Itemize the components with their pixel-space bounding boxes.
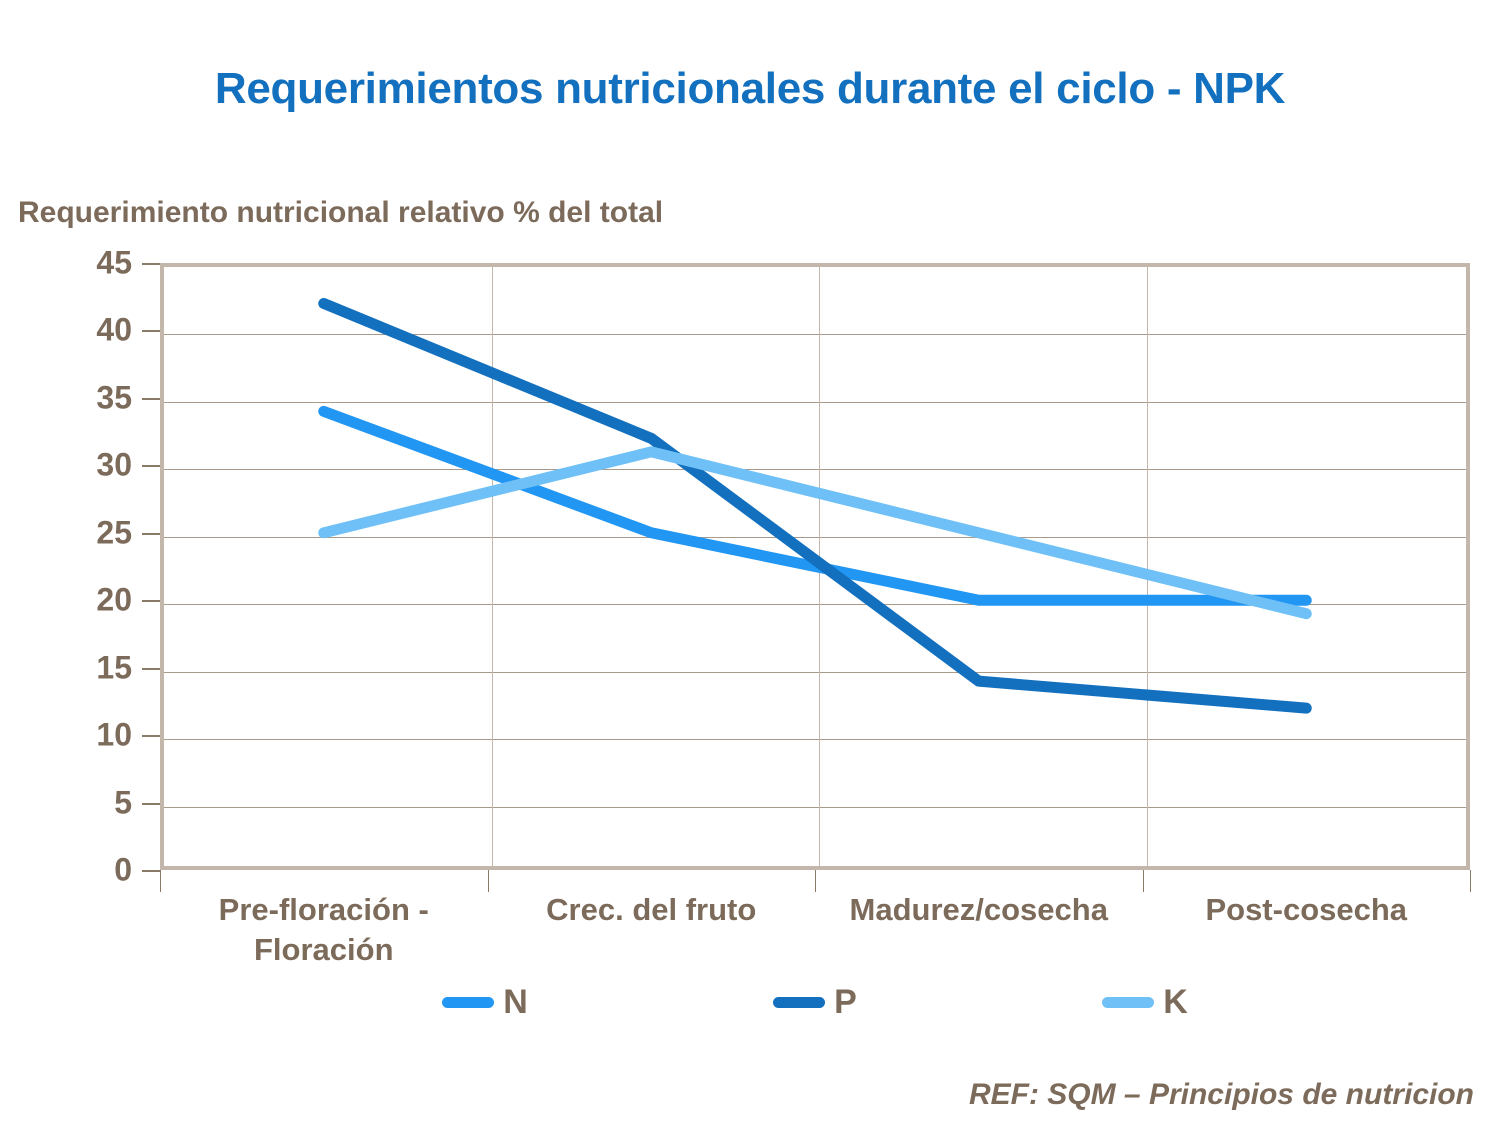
series-line-K <box>318 446 1312 620</box>
y-axis-tick-mark <box>142 330 160 333</box>
series-lines <box>318 297 1312 714</box>
y-axis-tick-label: 25 <box>96 514 132 551</box>
category-separator <box>491 267 493 866</box>
gridline <box>164 806 1466 808</box>
y-axis-tick-label: 20 <box>96 581 132 618</box>
y-axis-tick-mark <box>142 667 160 670</box>
x-axis-tick-mark <box>815 870 816 892</box>
x-axis-category-label-1: Crec. del fruto <box>546 892 757 927</box>
legend-label-K: K <box>1163 983 1188 1021</box>
y-axis-tick-label: 30 <box>96 446 132 483</box>
gridline <box>164 604 1466 606</box>
y-axis-tick-label: 5 <box>114 784 132 821</box>
y-axis-tick-mark <box>142 802 160 805</box>
y-axis-tick-label: 15 <box>96 649 132 686</box>
x-axis-tick-mark <box>487 870 489 892</box>
legend-item-K[interactable]: K <box>980 985 1310 1019</box>
gridline <box>164 334 1466 336</box>
legend-swatch-K-icon <box>1102 996 1155 1008</box>
gridline <box>164 401 1466 403</box>
y-axis-title: Requerimiento nutricional relativo % del… <box>18 196 664 229</box>
x-axis-tick-mark <box>160 870 161 892</box>
y-axis-tick-label: 45 <box>96 244 132 281</box>
x-axis-tick-mark <box>1470 870 1471 892</box>
gridline <box>164 536 1466 538</box>
gridline <box>164 469 1466 471</box>
category-separator <box>1146 267 1148 866</box>
y-axis-tick-label: 0 <box>114 851 132 888</box>
y-axis-tick-mark <box>142 465 160 468</box>
x-axis-category-label-2: Madurez/cosecha <box>849 892 1108 927</box>
y-axis-tick-mark <box>142 600 160 603</box>
legend-swatch-N-icon <box>442 996 495 1008</box>
y-axis-tick-label: 40 <box>96 311 132 348</box>
gridline <box>164 739 1466 741</box>
y-axis-tick-mark <box>142 870 160 872</box>
page-title: Requerimientos nutricionales durante el … <box>214 64 1286 113</box>
y-axis-tick-label: 10 <box>96 716 132 753</box>
x-axis-tick-mark <box>1142 870 1144 892</box>
gridline <box>164 671 1466 673</box>
y-axis-tick-mark <box>142 532 160 535</box>
y-axis-tick-mark <box>142 263 160 265</box>
x-axis-category-label-3: Post-cosecha <box>1205 892 1408 927</box>
legend-swatch-P-icon <box>773 996 826 1008</box>
legend-item-N[interactable]: N <box>320 985 650 1019</box>
series-line-P <box>318 297 1312 714</box>
y-axis-tick-label: 35 <box>96 379 132 416</box>
legend-label-N: N <box>503 983 528 1021</box>
legend-item-P[interactable]: P <box>650 985 980 1019</box>
reference-note: REF: SQM – Principios de nutricion <box>968 1078 1474 1111</box>
y-axis-tick-mark <box>142 397 160 400</box>
y-axis-tick-mark <box>142 735 160 738</box>
legend-label-P: P <box>834 983 857 1021</box>
x-axis-label-group: Pre-floración - Floración Crec. del fruto… <box>160 890 1470 980</box>
x-axis-category-label-0: Pre-floración - Floración <box>218 892 429 967</box>
